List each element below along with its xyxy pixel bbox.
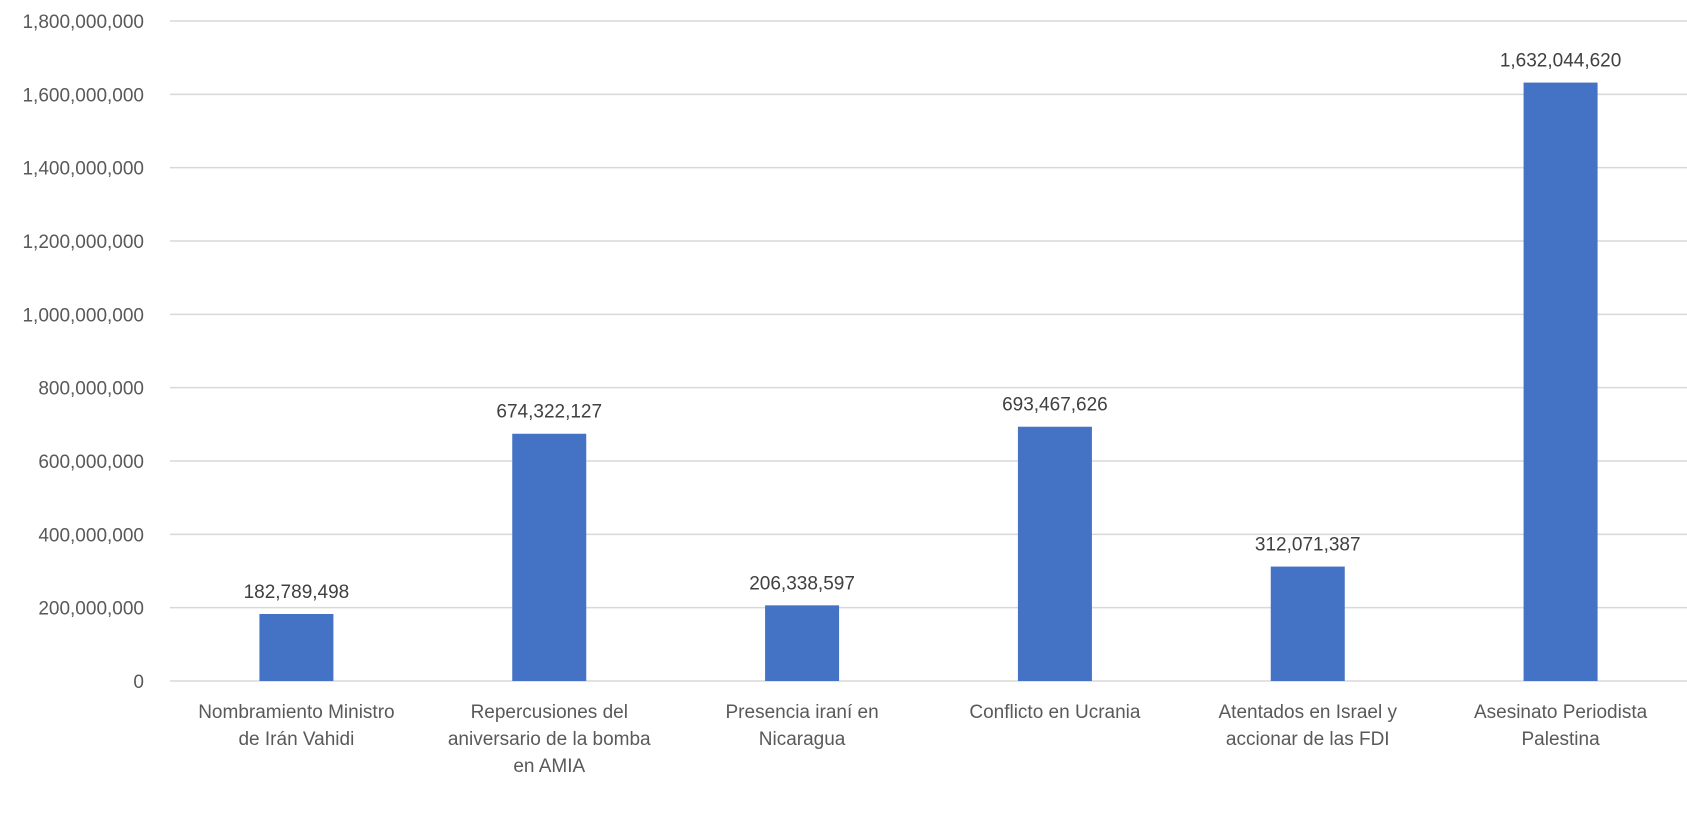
x-category-label: Conflicto en Ucrania: [969, 702, 1141, 723]
x-category-label-line: Nombramiento Ministro: [198, 702, 394, 723]
x-category-label: Atentados en Israel y accionar de las FDI: [1219, 702, 1398, 750]
y-tick-label: 1,000,000,000: [22, 305, 144, 326]
x-category-label: Presencia iraní en Nicaragua: [726, 702, 879, 750]
y-tick-label: 400,000,000: [38, 525, 144, 546]
y-tick-label: 1,800,000,000: [22, 12, 144, 33]
data-label: 312,071,387: [1255, 535, 1361, 556]
x-category-label-line: Atentados en Israel y: [1219, 702, 1398, 723]
x-category-label-line: Asesinato Periodista: [1474, 702, 1648, 723]
bar: [1523, 82, 1598, 682]
x-category-label-line: Repercusiones del: [471, 702, 628, 723]
data-label: 1,632,044,620: [1500, 51, 1622, 72]
y-tick-label: 600,000,000: [38, 452, 144, 473]
bar: [259, 613, 334, 681]
data-label: 182,789,498: [244, 582, 350, 603]
x-category-label-line: Conflicto en Ucrania: [969, 702, 1141, 723]
data-label: 693,467,626: [1002, 395, 1108, 416]
y-tick-label: 1,400,000,000: [22, 159, 144, 180]
data-label: 674,322,127: [496, 402, 602, 423]
y-tick-label: 1,600,000,000: [22, 85, 144, 106]
bar: [765, 605, 840, 681]
bar: [1270, 566, 1345, 681]
bar: [1017, 426, 1092, 681]
bar: [512, 433, 587, 681]
bars: [259, 82, 1598, 682]
data-labels: 182,789,498 674,322,127 206,338,597 693,467…: [244, 51, 1622, 603]
data-label: 206,338,597: [749, 573, 855, 594]
x-category-label-line: de Irán Vahidi: [238, 729, 354, 750]
y-tick-label: 1,200,000,000: [22, 232, 144, 253]
x-category-label: Asesinato Periodista Palestina: [1474, 702, 1648, 750]
x-category-label-line: Palestina: [1521, 729, 1600, 750]
x-category-label-line: aniversario de la bomba: [448, 729, 651, 750]
x-category-label-line: accionar de las FDI: [1226, 729, 1390, 750]
x-axis-category-labels: Nombramiento Ministro de Irán Vahidi Reper…: [198, 702, 1647, 777]
y-tick-label: 0: [133, 672, 144, 693]
gridlines: [170, 20, 1687, 682]
x-category-label-line: en AMIA: [513, 756, 585, 777]
x-category-label-line: Nicaragua: [759, 729, 846, 750]
x-category-label-line: Presencia iraní en: [726, 702, 879, 723]
x-category-label: Nombramiento Ministro de Irán Vahidi: [198, 702, 394, 750]
x-category-label: Repercusiones del aniversario de la bomba…: [448, 702, 651, 777]
y-axis-tick-labels: 0 200,000,000 400,000,000 600,000,000 800,00…: [22, 12, 144, 693]
y-tick-label: 200,000,000: [38, 599, 144, 620]
y-tick-label: 800,000,000: [38, 379, 144, 400]
